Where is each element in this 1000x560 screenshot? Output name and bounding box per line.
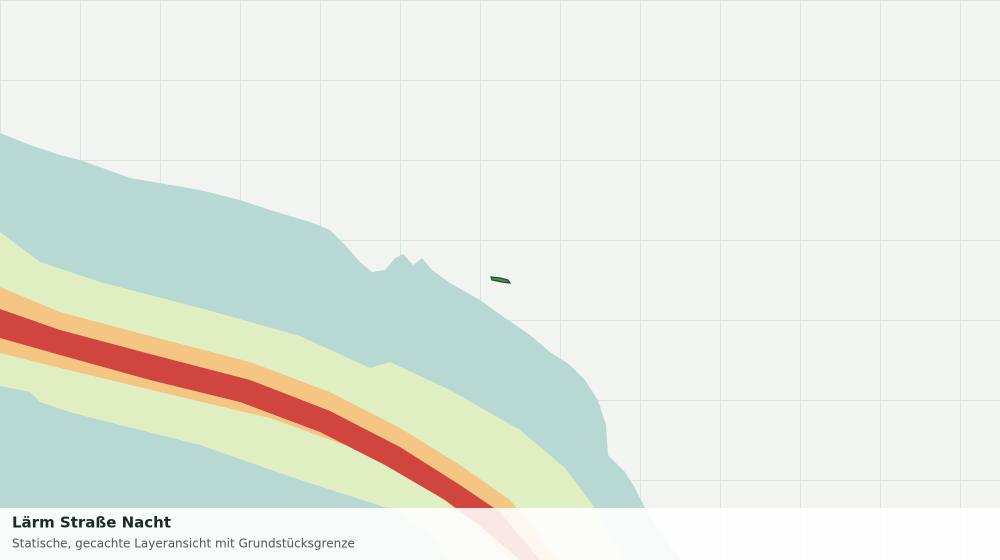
- info-panel: [0, 508, 1000, 560]
- panel-title: Lärm Straße Nacht: [12, 514, 171, 532]
- noise-zone-very-high: [0, 309, 540, 560]
- parcel-boundary: [490, 276, 512, 284]
- panel-subtitle: Statische, gecachte Layeransicht mit Gru…: [12, 537, 355, 551]
